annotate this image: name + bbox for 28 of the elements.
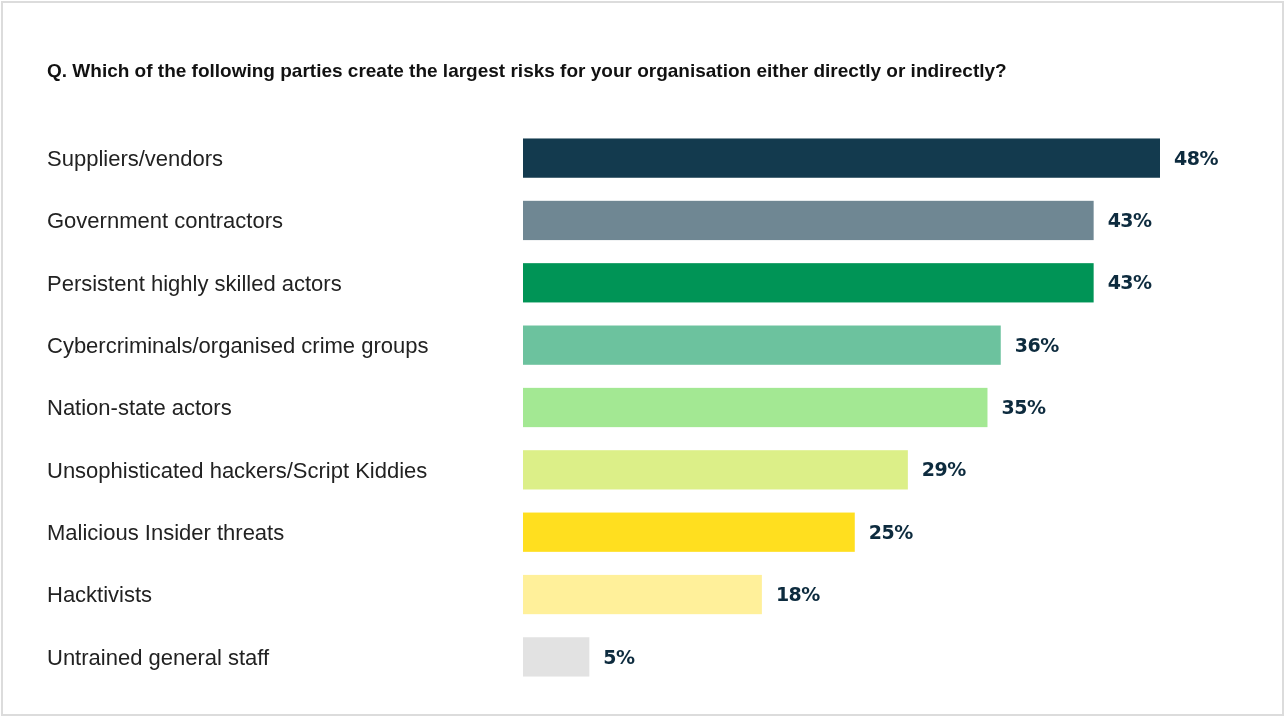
y-tick-label: Cybercriminals/organised crime groups [47, 332, 429, 358]
y-tick-label: Government contractors [47, 208, 283, 234]
y-tick-label: Nation-state actors [47, 395, 232, 421]
data-label: 25% [868, 520, 914, 543]
bar [523, 574, 762, 615]
data-label: 43% [1107, 209, 1153, 232]
y-tick-label: Untrained general staff [47, 644, 271, 670]
data-label: 48% [1174, 146, 1219, 169]
bar [523, 512, 855, 552]
y-tick-label: Persistent highly skilled actors [47, 270, 342, 296]
bar [523, 450, 908, 490]
bar [523, 387, 988, 428]
bar [523, 637, 590, 677]
y-tick-label: Hacktivists [47, 582, 153, 608]
bar [523, 325, 1001, 365]
bar [523, 200, 1094, 241]
data-label: 43% [1107, 271, 1153, 294]
data-label: 5% [603, 645, 636, 668]
bar [523, 263, 1094, 303]
data-label: 29% [921, 458, 967, 481]
chart-title: Q. Which of the following parties create the largest risks for your organisation either directly or indirectly? [47, 60, 1007, 81]
data-label: 18% [775, 583, 821, 606]
data-label: 35% [1001, 396, 1046, 419]
y-tick-label: Suppliers/vendors [47, 145, 224, 171]
data-label: 36% [1014, 333, 1060, 356]
y-tick-label: Malicious Insider threats [47, 519, 285, 545]
y-tick-label: Unsophisticated hackers/Script Kiddies [47, 457, 428, 483]
bar [523, 138, 1160, 178]
